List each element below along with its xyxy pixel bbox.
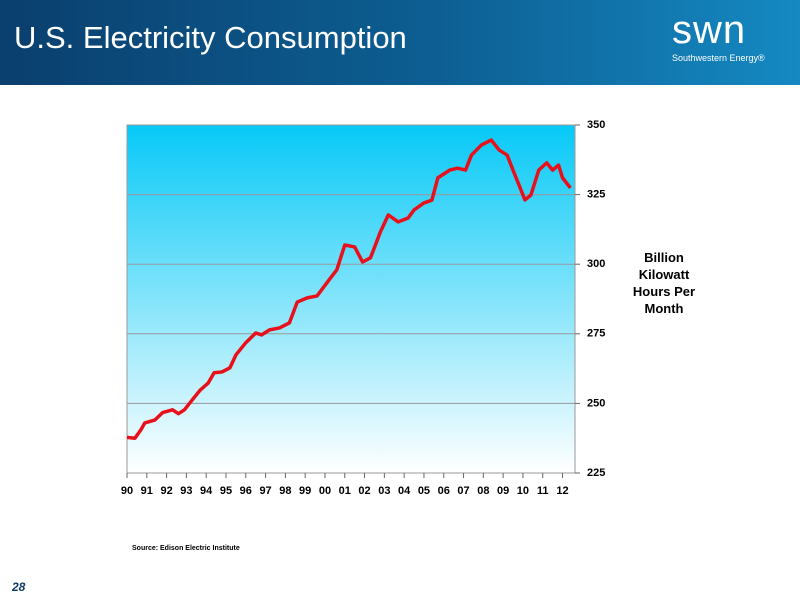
x-tick-label: 90 bbox=[121, 485, 133, 497]
x-tick-label: 99 bbox=[299, 485, 311, 497]
x-tick-label: 05 bbox=[418, 485, 430, 497]
x-tick-label: 93 bbox=[180, 485, 192, 497]
x-tick-label: 10 bbox=[517, 485, 529, 497]
x-tick-label: 96 bbox=[240, 485, 252, 497]
x-tick-label: 03 bbox=[378, 485, 390, 497]
y-tick-label: 275 bbox=[587, 328, 605, 340]
x-tick-label: 91 bbox=[141, 485, 153, 497]
x-tick-label: 95 bbox=[220, 485, 232, 497]
x-tick-label: 94 bbox=[200, 485, 213, 497]
y-tick-label: 325 bbox=[587, 189, 605, 201]
y-tick-label: 225 bbox=[587, 467, 605, 479]
logo: swn bbox=[672, 8, 747, 52]
x-tick-label: 98 bbox=[279, 485, 291, 497]
x-tick-label: 11 bbox=[537, 485, 549, 497]
header-banner: U.S. Electricity Consumption swn Southwe… bbox=[0, 0, 800, 85]
x-tick-label: 92 bbox=[160, 485, 172, 497]
x-tick-label: 97 bbox=[259, 485, 271, 497]
data-line bbox=[126, 138, 572, 440]
x-tick-label: 09 bbox=[497, 485, 509, 497]
x-tick-label: 12 bbox=[556, 485, 568, 497]
plot-area bbox=[126, 124, 576, 474]
page-number: 28 bbox=[12, 580, 26, 594]
x-tick-label: 06 bbox=[438, 485, 450, 497]
y-tick-label: 350 bbox=[587, 119, 605, 131]
y-tick-label: 300 bbox=[587, 258, 605, 270]
x-tick-label: 02 bbox=[358, 485, 370, 497]
y-axis-label: Billion Kilowatt Hours Per Month bbox=[632, 250, 696, 316]
x-tick-label: 01 bbox=[339, 485, 351, 497]
x-tick-label: 07 bbox=[457, 485, 469, 497]
logo-subtitle: Southwestern Energy® bbox=[672, 53, 765, 63]
x-tick-label: 08 bbox=[477, 485, 489, 497]
y-tick-label: 250 bbox=[587, 397, 605, 409]
slide-title: U.S. Electricity Consumption bbox=[14, 20, 407, 55]
source-note: Source: Edison Electric Institute bbox=[132, 545, 240, 552]
x-tick-label: 00 bbox=[319, 485, 331, 497]
x-tick-label: 04 bbox=[398, 485, 411, 497]
